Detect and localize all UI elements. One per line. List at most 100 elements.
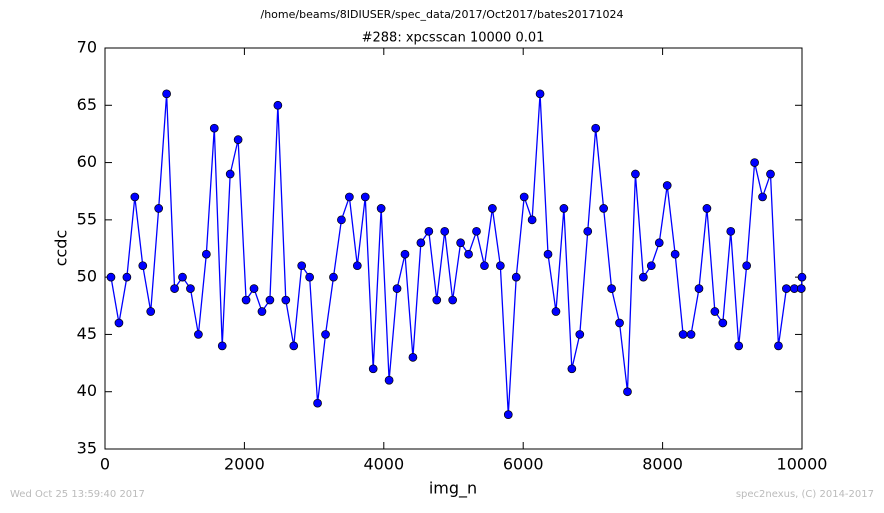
data-point [273,100,283,110]
data-point [742,261,752,271]
data-point [138,261,148,271]
data-point [329,272,338,282]
y-tick-label: 70 [77,38,97,57]
data-point [567,364,577,374]
data-point [265,295,275,305]
data-point [368,364,378,374]
data-point [670,249,680,259]
data-point [750,158,759,167]
x-tick-label: 6000 [503,455,544,474]
y-tick-label: 50 [77,267,97,286]
data-point [511,272,521,282]
data-point [472,226,481,236]
data-point [162,89,171,99]
data-point [639,272,648,282]
data-point [392,284,402,293]
data-point [623,387,632,397]
chart-title: #288: xpcsscan 10000 0.01 [362,31,545,46]
data-point [464,249,473,259]
data-point [178,272,187,282]
data-point [615,318,624,328]
data-point [758,192,767,202]
data-point [559,204,569,213]
data-point [718,318,728,328]
data-point [416,238,426,248]
data-point [146,307,156,316]
data-point [114,318,124,328]
data-point [217,341,227,351]
data-point [519,192,529,202]
data-point [360,192,370,202]
data-point [551,307,561,316]
data-point [575,330,585,339]
data-point [543,249,553,259]
data-point [694,284,704,293]
x-tick-label: 0 [100,455,110,474]
x-tick-label: 10000 [777,455,828,474]
data-point [241,295,251,305]
data-point [122,272,132,282]
data-point [480,261,489,271]
data-point [249,284,259,293]
data-point [297,261,307,271]
x-tick-label: 2000 [224,455,265,474]
y-axis-label: ccdc [52,230,71,267]
data-point [583,226,593,236]
data-point [209,123,219,133]
data-point [289,341,299,351]
data-point [503,410,513,419]
data-point [432,295,442,305]
data-point [662,181,672,190]
data-point [400,249,410,259]
data-point [337,215,346,225]
data-point [106,272,116,282]
y-tick-label: 40 [77,381,97,400]
data-point [384,375,394,385]
data-point [130,192,140,202]
suptitle: /home/beams/8IDIUSER/spec_data/2017/Oct2… [261,8,624,21]
data-point [313,398,322,408]
x-axis-label: img_n [429,479,477,499]
data-point [376,204,386,213]
data-point [281,295,291,305]
data-point [646,261,656,271]
data-point [345,192,354,202]
x-tick-label: 8000 [642,455,683,474]
data-point [488,204,497,213]
y-tick-label: 65 [77,95,97,114]
data-point [495,261,505,271]
data-point [352,261,362,271]
data-point [201,249,211,259]
data-point [456,238,465,248]
data-point [186,284,195,293]
data-point [766,169,775,179]
data-point [599,204,608,213]
data-point [734,341,744,351]
data-point [233,135,243,145]
data-point [678,330,688,339]
data-point [774,341,783,351]
data-point [702,204,712,213]
data-line [110,93,803,415]
data-point [782,284,791,293]
data-point [797,272,807,282]
data-point [607,284,616,293]
data-point [796,284,806,293]
data-point [726,226,736,236]
y-tick-label: 35 [77,439,97,458]
data-point [170,284,179,293]
data-point [535,89,545,99]
data-point [194,330,203,339]
data-point [448,295,458,305]
data-point [527,215,537,225]
data-point [225,169,235,179]
data-point [654,238,664,248]
data-point [257,307,267,316]
data-point [408,352,418,362]
y-tick-label: 60 [77,152,97,171]
data-point [710,307,720,316]
y-tick-label: 55 [77,209,97,228]
footer-left: Wed Oct 25 13:59:40 2017 [10,489,145,500]
y-tick-label: 45 [77,324,97,343]
